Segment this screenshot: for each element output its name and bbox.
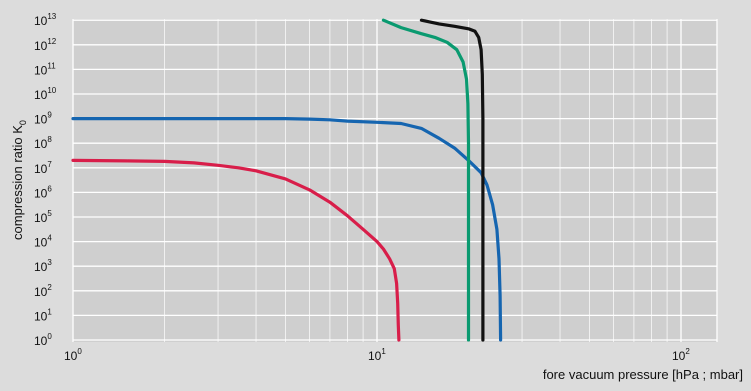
y-tick-label: 109 (34, 111, 52, 127)
y-tick-base: 10 (34, 63, 48, 77)
y-axis-title: compression ratio K0 (10, 120, 28, 240)
x-tick-exponent: 0 (77, 347, 82, 356)
y-tick-base: 10 (34, 186, 48, 200)
y-tick-labels: 1001011021031041051061071081091010101110… (34, 12, 57, 348)
y-tick-label: 1010 (34, 86, 57, 102)
series-line-black (419, 18, 485, 342)
y-tick-exponent: 4 (47, 234, 52, 243)
y-tick-base: 10 (34, 211, 48, 225)
y-tick-exponent: 9 (47, 111, 52, 120)
y-tick-label: 101 (34, 307, 52, 323)
series-line-green (381, 18, 471, 342)
y-tick-exponent: 11 (47, 61, 56, 70)
plot-area (73, 19, 717, 342)
y-tick-base: 10 (34, 14, 48, 28)
x-tick-label: 102 (672, 347, 690, 363)
y-tick-label: 105 (34, 209, 52, 225)
x-tick-labels: 100 101 102 (64, 347, 690, 363)
x-tick-label: 100 (64, 347, 82, 363)
x-tick-exponent: 2 (685, 347, 690, 356)
series-layer (71, 18, 503, 342)
y-tick-label: 107 (34, 160, 52, 176)
series-line-red (71, 158, 401, 342)
x-tick-base: 10 (368, 349, 382, 363)
y-tick-exponent: 6 (47, 184, 52, 193)
y-tick-label: 1011 (34, 61, 56, 77)
x-tick-base: 10 (64, 349, 78, 363)
y-tick-exponent: 2 (47, 283, 52, 292)
y-tick-exponent: 7 (47, 160, 52, 169)
y-tick-exponent: 8 (47, 135, 52, 144)
y-tick-label: 1013 (34, 12, 57, 28)
y-tick-base: 10 (34, 137, 48, 151)
y-tick-exponent: 12 (47, 37, 56, 46)
y-tick-exponent: 10 (47, 86, 56, 95)
y-axis-title-subscript: 0 (18, 120, 28, 125)
x-tick-label: 101 (368, 347, 386, 363)
y-tick-label: 104 (34, 234, 52, 250)
y-tick-label: 106 (34, 184, 52, 200)
y-tick-label: 1012 (34, 37, 57, 53)
x-axis-title: fore vacuum pressure [hPa ; mbar] (543, 367, 743, 382)
y-tick-base: 10 (34, 236, 48, 250)
x-tick-base: 10 (672, 349, 686, 363)
y-tick-label: 102 (34, 283, 52, 299)
y-tick-label: 100 (34, 332, 52, 348)
y-tick-base: 10 (34, 285, 48, 299)
y-tick-exponent: 13 (47, 12, 56, 21)
y-tick-base: 10 (34, 162, 48, 176)
y-tick-base: 10 (34, 88, 48, 102)
y-tick-base: 10 (34, 309, 48, 323)
y-tick-base: 10 (34, 260, 48, 274)
y-tick-label: 103 (34, 258, 52, 274)
y-tick-exponent: 3 (47, 258, 52, 267)
y-tick-base: 10 (34, 39, 48, 53)
y-tick-base: 10 (34, 334, 48, 348)
y-tick-base: 10 (34, 113, 48, 127)
y-tick-label: 108 (34, 135, 52, 151)
series-line-blue (71, 117, 503, 342)
y-axis-title-main: compression ratio K (10, 125, 25, 240)
x-tick-exponent: 1 (381, 347, 386, 356)
y-tick-exponent: 0 (47, 332, 52, 341)
y-tick-exponent: 1 (47, 307, 52, 316)
y-tick-exponent: 5 (47, 209, 52, 218)
